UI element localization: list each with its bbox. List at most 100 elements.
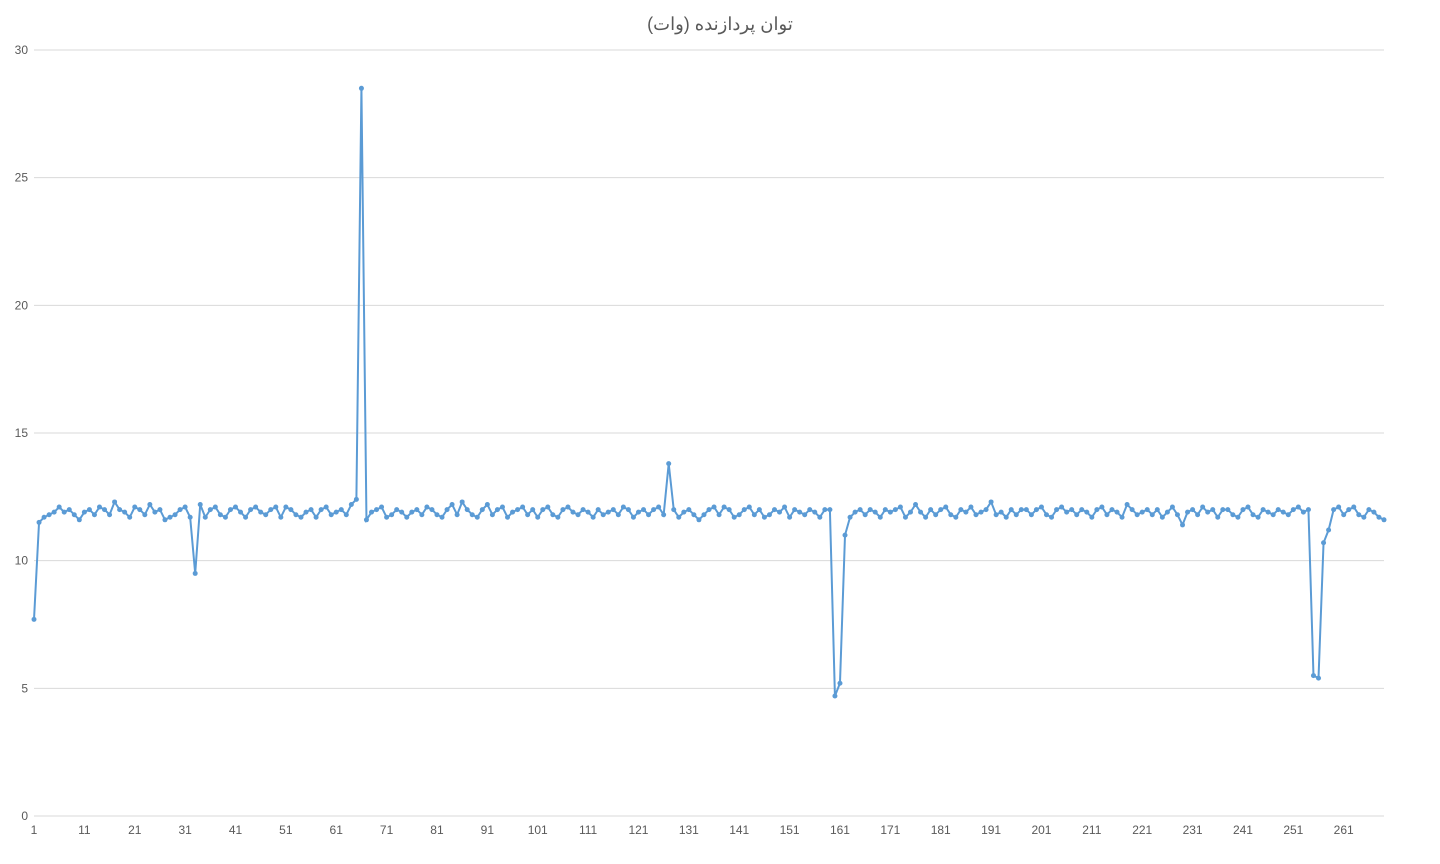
data-marker (1130, 507, 1135, 512)
data-marker (968, 505, 973, 510)
data-marker (1165, 510, 1170, 515)
data-marker (455, 512, 460, 517)
data-marker (1351, 505, 1356, 510)
y-tick-label: 25 (15, 171, 29, 185)
data-marker (989, 499, 994, 504)
data-marker (339, 507, 344, 512)
data-marker (576, 512, 581, 517)
data-marker (298, 515, 303, 520)
data-marker (782, 505, 787, 510)
data-marker (248, 507, 253, 512)
data-marker (434, 512, 439, 517)
data-marker (1200, 505, 1205, 510)
data-marker (822, 507, 827, 512)
data-marker (82, 510, 87, 515)
data-marker (228, 507, 233, 512)
data-marker (1291, 507, 1296, 512)
data-marker (913, 502, 918, 507)
data-marker (943, 505, 948, 510)
data-marker (62, 510, 67, 515)
y-tick-label: 30 (15, 43, 29, 57)
data-marker (1185, 510, 1190, 515)
data-marker (671, 507, 676, 512)
y-tick-label: 0 (21, 809, 28, 823)
data-marker (530, 507, 535, 512)
data-marker (1125, 502, 1130, 507)
data-marker (142, 512, 147, 517)
x-tick-label: 81 (430, 823, 444, 837)
data-marker (646, 512, 651, 517)
data-marker (802, 512, 807, 517)
data-marker (369, 510, 374, 515)
data-marker (777, 510, 782, 515)
data-marker (1301, 510, 1306, 515)
data-marker (888, 510, 893, 515)
data-marker (233, 505, 238, 510)
line-chart: 0510152025301112131415161718191101111121… (0, 0, 1440, 864)
data-marker (1205, 510, 1210, 515)
data-marker (1059, 505, 1064, 510)
data-marker (107, 512, 112, 517)
data-marker (1009, 507, 1014, 512)
data-marker (560, 507, 565, 512)
data-marker (611, 507, 616, 512)
data-marker (591, 515, 596, 520)
data-marker (354, 497, 359, 502)
data-marker (288, 507, 293, 512)
data-marker (1150, 512, 1155, 517)
data-marker (1235, 515, 1240, 520)
data-marker (1251, 512, 1256, 517)
data-marker (208, 507, 213, 512)
x-tick-label: 131 (679, 823, 699, 837)
data-marker (722, 505, 727, 510)
data-marker (314, 515, 319, 520)
data-marker (329, 512, 334, 517)
data-marker (344, 512, 349, 517)
data-marker (1044, 512, 1049, 517)
data-marker (319, 507, 324, 512)
x-tick-label: 141 (729, 823, 749, 837)
data-marker (843, 533, 848, 538)
data-marker (42, 515, 47, 520)
data-marker (137, 507, 142, 512)
data-marker (717, 512, 722, 517)
data-marker (948, 512, 953, 517)
data-marker (168, 515, 173, 520)
x-tick-label: 91 (481, 823, 495, 837)
data-marker (127, 515, 132, 520)
data-marker (188, 515, 193, 520)
data-marker (656, 505, 661, 510)
data-marker (364, 517, 369, 522)
data-marker (1382, 517, 1387, 522)
data-marker (616, 512, 621, 517)
data-marker (97, 505, 102, 510)
data-marker (374, 507, 379, 512)
data-marker (1220, 507, 1225, 512)
y-tick-label: 20 (15, 298, 29, 312)
data-marker (1336, 505, 1341, 510)
data-marker (157, 507, 162, 512)
data-marker (1054, 507, 1059, 512)
data-marker (762, 515, 767, 520)
x-tick-label: 211 (1082, 823, 1101, 837)
x-tick-label: 121 (628, 823, 648, 837)
data-marker (1210, 507, 1215, 512)
data-marker (853, 510, 858, 515)
x-tick-label: 71 (380, 823, 394, 837)
data-marker (1316, 676, 1321, 681)
data-marker (525, 512, 530, 517)
data-marker (147, 502, 152, 507)
data-marker (676, 515, 681, 520)
data-marker (263, 512, 268, 517)
data-marker (555, 515, 560, 520)
data-marker (863, 512, 868, 517)
x-tick-label: 231 (1183, 823, 1203, 837)
data-marker (792, 507, 797, 512)
x-tick-label: 181 (931, 823, 951, 837)
data-marker (1019, 507, 1024, 512)
data-marker (1180, 522, 1185, 527)
data-marker (958, 507, 963, 512)
data-marker (696, 517, 701, 522)
data-marker (419, 512, 424, 517)
data-marker (1084, 510, 1089, 515)
